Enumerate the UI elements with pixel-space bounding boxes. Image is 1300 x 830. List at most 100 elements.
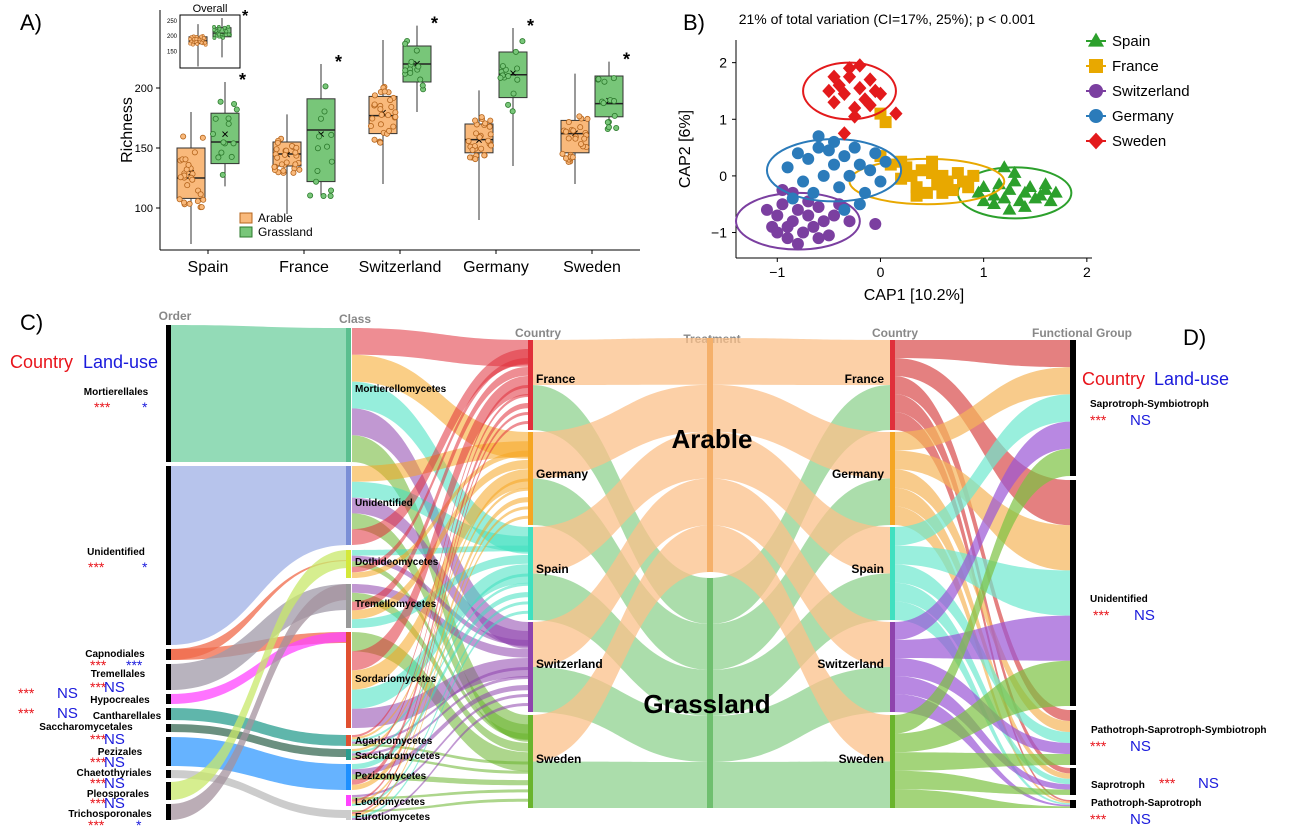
flow-country-treatment-grassland (532, 761, 710, 808)
flow-country-functional (894, 770, 1070, 795)
data-point (469, 147, 476, 154)
flow-country-functional (894, 676, 1070, 790)
inset-y-tick-label: 150 (167, 49, 178, 55)
data-point (316, 133, 323, 140)
legend-left-landuse: Land-use (83, 352, 158, 372)
country-node-label-right: Germany (832, 467, 884, 481)
point-switzerland (781, 220, 794, 233)
order-landuse-sig: * (136, 817, 142, 830)
data-point (377, 106, 384, 113)
point-france (895, 155, 908, 168)
functional-node-bar (1070, 480, 1076, 706)
point-switzerland (776, 198, 789, 211)
functional-landuse-sig: NS (1130, 412, 1151, 429)
order-node-bar (166, 694, 171, 704)
point-germany (843, 169, 856, 182)
inset-title: Overall (193, 3, 228, 15)
data-point (307, 192, 314, 199)
point-france (905, 169, 918, 182)
order-node-label: Unidentified (87, 547, 145, 558)
data-point (388, 103, 395, 110)
order-country-sig: *** (18, 685, 35, 701)
treatment-node-bar (707, 578, 713, 808)
box-mean-marker: × (317, 127, 325, 142)
point-sweden (837, 86, 851, 101)
point-spain (976, 180, 991, 193)
order-node-label: Trichosporonales (68, 809, 152, 820)
point-sweden (837, 126, 851, 141)
point-france (962, 181, 975, 194)
order-landuse-sig: NS (104, 754, 125, 771)
point-switzerland (760, 203, 773, 216)
point-sweden (873, 86, 888, 101)
functional-node-label: Pathotroph-Saprotroph (1091, 798, 1202, 809)
flow-class-country (352, 755, 528, 774)
point-germany (786, 192, 799, 205)
class-node-bar (346, 749, 351, 760)
order-node-bar (166, 804, 171, 820)
class-node-label: Agaricomycetes (355, 736, 433, 747)
data-point (278, 161, 285, 168)
data-point (185, 161, 192, 168)
treatment-label-arable: Arable (672, 424, 753, 454)
data-point (231, 100, 238, 107)
inset-point (199, 40, 204, 45)
data-point (472, 156, 479, 163)
point-sweden (827, 69, 841, 85)
point-spain (1048, 185, 1063, 198)
panel-label-b: B) (683, 10, 705, 35)
point-germany (879, 155, 892, 168)
point-sweden (842, 61, 857, 76)
legend-left-country: Country (10, 352, 73, 372)
order-landuse-sig: NS (104, 795, 125, 812)
data-point (184, 182, 191, 189)
data-point (230, 140, 237, 147)
point-sweden (822, 83, 836, 99)
flow-order-class (170, 584, 348, 820)
functional-country-sig: *** (1090, 412, 1107, 428)
data-point (512, 48, 519, 55)
data-point (569, 154, 576, 161)
treatment-label-grassland: Grassland (643, 689, 770, 719)
data-point (292, 149, 299, 156)
point-germany (797, 175, 810, 188)
flow-country-functional (894, 340, 1070, 368)
data-point (472, 117, 479, 124)
point-switzerland (802, 209, 815, 222)
point-germany (874, 175, 887, 188)
functional-node-bar (1070, 710, 1076, 765)
point-germany (791, 147, 804, 160)
data-point (371, 101, 378, 108)
panel-c-sankey: OrderClassCountryTreatmentCountryFunctio… (10, 309, 1267, 830)
point-spain (1002, 202, 1017, 215)
inset-point (226, 24, 231, 29)
point-sweden (863, 72, 877, 87)
data-point (485, 137, 492, 144)
data-point (402, 67, 409, 74)
data-point (486, 123, 493, 130)
data-point (577, 124, 584, 131)
point-switzerland (797, 226, 810, 239)
country-node-label-left: Switzerland (536, 657, 603, 671)
flow-class-country (352, 459, 528, 620)
panel-label-a: A) (20, 10, 42, 35)
data-point (215, 154, 222, 161)
data-point (371, 92, 378, 99)
inset-y-tick-label: 250 (167, 19, 178, 25)
data-point (386, 127, 393, 134)
data-point (293, 144, 300, 151)
country-node-label-left: Germany (536, 467, 588, 481)
inset-point (221, 35, 225, 40)
y-tick-label: 150 (135, 143, 153, 155)
box-mean-marker: × (413, 56, 421, 71)
data-point (487, 131, 494, 138)
data-point (505, 101, 512, 108)
order-landuse-sig: * (142, 559, 148, 575)
data-point (576, 113, 583, 120)
data-point (559, 150, 566, 157)
flow-class-country (352, 469, 528, 690)
flow-order-class (170, 325, 348, 462)
flow-country-functional (894, 376, 1070, 721)
point-sweden (889, 106, 903, 121)
axis-title: Functional Group (1032, 326, 1132, 340)
